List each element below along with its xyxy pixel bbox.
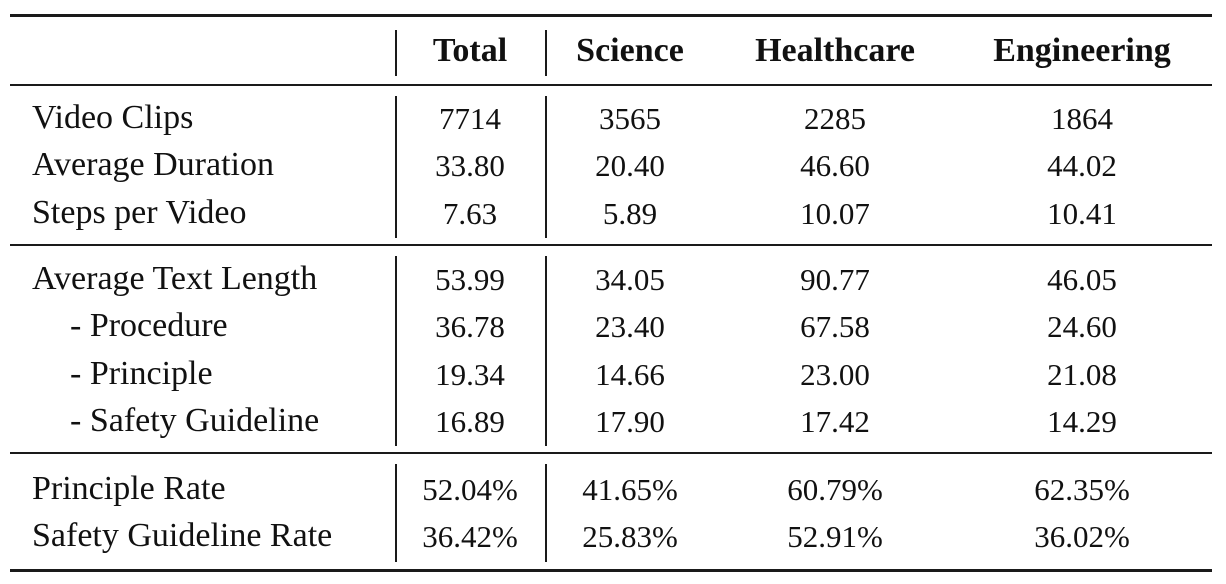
- header-science: Science: [576, 32, 684, 69]
- top-rule: [10, 14, 1212, 17]
- cell-total: 7714: [439, 101, 501, 136]
- header-total: Total: [432, 32, 508, 69]
- cell-total: 53.99: [435, 262, 505, 297]
- vline-label-g3: [395, 464, 397, 562]
- vline-total-g2: [545, 256, 547, 446]
- cell-engineering: 46.05: [1047, 262, 1117, 297]
- group-rule-1: [10, 244, 1212, 246]
- cell-science: 25.83%: [582, 519, 678, 554]
- cell-engineering: 1864: [1051, 101, 1113, 136]
- row-label: Average Duration: [32, 146, 274, 183]
- cell-healthcare: 23.00: [800, 357, 870, 392]
- cell-engineering: 36.02%: [1034, 519, 1130, 554]
- cell-healthcare: 60.79%: [787, 472, 883, 507]
- cell-engineering: 62.35%: [1034, 472, 1130, 507]
- cell-science: 17.90: [595, 404, 665, 439]
- group-rule-2: [10, 452, 1212, 454]
- cell-total: 52.04%: [422, 472, 518, 507]
- header-engineering: Engineering: [993, 32, 1171, 69]
- cell-science: 14.66: [595, 357, 665, 392]
- row-label: Steps per Video: [32, 194, 247, 231]
- cell-total: 7.63: [442, 196, 498, 231]
- cell-science: 34.05: [595, 262, 665, 297]
- vline-label-header: [395, 30, 397, 76]
- row-label: - Principle: [70, 355, 213, 392]
- vline-total-header: [545, 30, 547, 76]
- row-label: Video Clips: [32, 99, 194, 136]
- cell-healthcare: 52.91%: [787, 519, 883, 554]
- cell-science: 5.89: [602, 196, 658, 231]
- cell-total: 36.78: [435, 309, 505, 344]
- cell-engineering: 10.41: [1047, 196, 1117, 231]
- cell-engineering: 24.60: [1047, 309, 1117, 344]
- cell-science: 23.40: [595, 309, 665, 344]
- cell-total: 33.80: [435, 148, 505, 183]
- cell-engineering: 44.02: [1047, 148, 1117, 183]
- vline-label-g2: [395, 256, 397, 446]
- header-healthcare: Healthcare: [755, 32, 915, 69]
- cell-science: 20.40: [595, 148, 665, 183]
- row-label: Safety Guideline Rate: [32, 517, 333, 554]
- row-label: - Procedure: [70, 307, 228, 344]
- cell-healthcare: 10.07: [800, 196, 870, 231]
- row-label: Principle Rate: [32, 470, 226, 507]
- cell-total: 16.89: [435, 404, 505, 439]
- vline-total-g1: [545, 96, 547, 238]
- cell-healthcare: 46.60: [800, 148, 870, 183]
- cell-total: 36.42%: [422, 519, 518, 554]
- cell-healthcare: 67.58: [800, 309, 870, 344]
- cell-engineering: 21.08: [1047, 357, 1117, 392]
- cell-science: 41.65%: [582, 472, 678, 507]
- header-rule: [10, 84, 1212, 86]
- bottom-rule: [10, 569, 1212, 572]
- row-label: Average Text Length: [32, 260, 318, 297]
- cell-healthcare: 90.77: [800, 262, 870, 297]
- cell-engineering: 14.29: [1047, 404, 1117, 439]
- cell-healthcare: 2285: [804, 101, 866, 136]
- cell-healthcare: 17.42: [800, 404, 870, 439]
- vline-label-g1: [395, 96, 397, 238]
- statistics-table: Total Science Healthcare Engineering Vid…: [10, 0, 1212, 584]
- cell-total: 19.34: [435, 357, 505, 392]
- cell-science: 3565: [599, 101, 661, 136]
- vline-total-g3: [545, 464, 547, 562]
- row-label: - Safety Guideline: [70, 402, 320, 439]
